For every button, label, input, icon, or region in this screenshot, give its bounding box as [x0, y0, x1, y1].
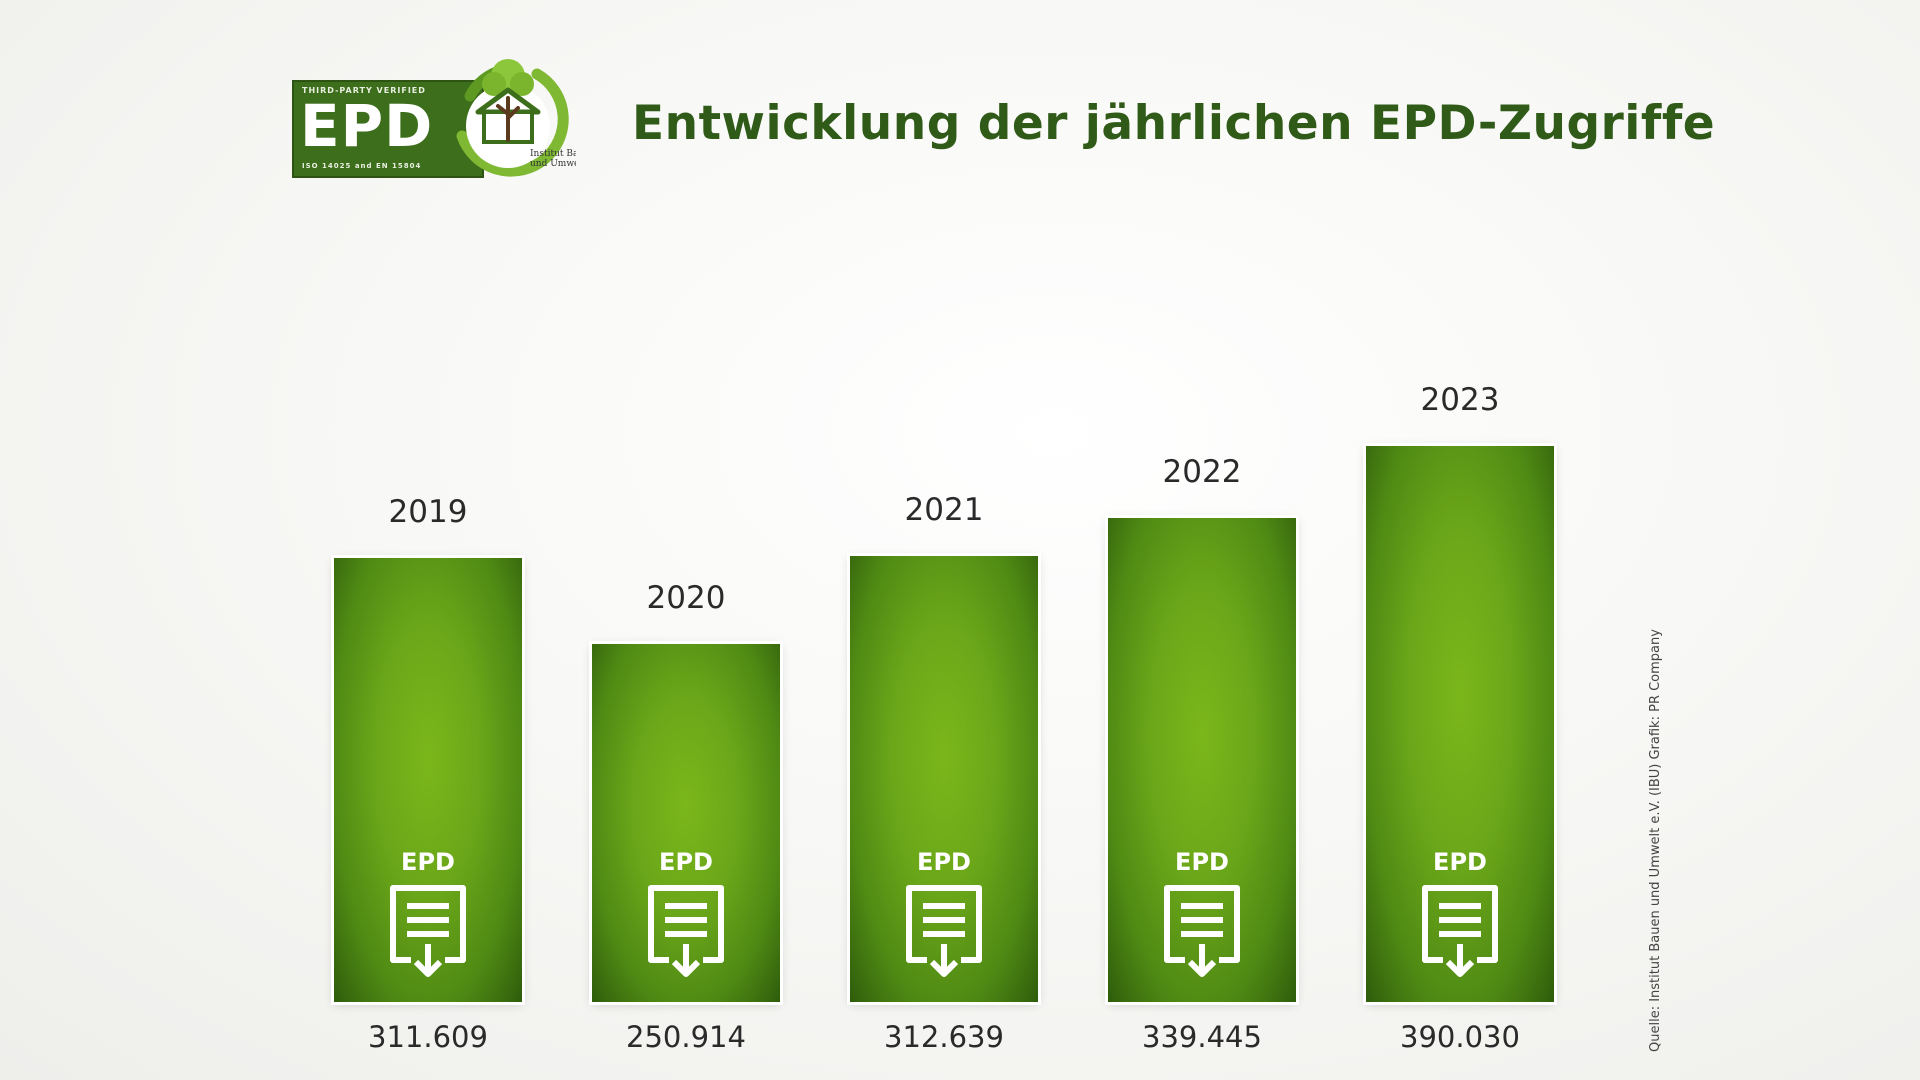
bar-icon-group: EPD: [334, 848, 522, 980]
seal-text-2: und Umwelt e.V.: [530, 159, 576, 169]
bar-value-label: 311.609: [368, 1020, 488, 1054]
download-document-icon: [1164, 885, 1240, 977]
bar-2021: EPD: [850, 556, 1038, 1002]
epd-logo: THIRD-PARTY VERIFIED EPD ISO 14025 and E…: [292, 56, 576, 188]
bar-year-label: 2022: [1162, 454, 1242, 490]
logo-main-text: EPD: [300, 92, 434, 160]
bar-icon-group: EPD: [850, 848, 1038, 980]
seal-text-1: Institut Bauen: [530, 149, 576, 159]
chart-title: Entwicklung der jährlichen EPD-Zugriffe: [632, 96, 1716, 151]
bar-value-label: 312.639: [884, 1020, 1004, 1054]
bar-2022: EPD: [1108, 518, 1296, 1002]
epd-logo-box: THIRD-PARTY VERIFIED EPD ISO 14025 and E…: [292, 80, 484, 178]
tree-house-icon: Institut Bauen und Umwelt e.V.: [456, 59, 576, 177]
bar-year-label: 2019: [388, 494, 468, 530]
bar-icon-label: EPD: [917, 848, 971, 876]
bar-2020: EPD: [592, 644, 780, 1002]
bar-icon-label: EPD: [401, 848, 455, 876]
bar-year-label: 2020: [646, 580, 726, 616]
logo-bottom-text: ISO 14025 and EN 15804: [302, 162, 422, 170]
bar-icon-group: EPD: [592, 848, 780, 980]
bar-year-label: 2023: [1420, 382, 1500, 418]
bar-icon-label: EPD: [1433, 848, 1487, 876]
bar-value-label: 339.445: [1142, 1020, 1262, 1054]
bar-2019: EPD: [334, 558, 522, 1002]
bar-icon-label: EPD: [1175, 848, 1229, 876]
bar-value-label: 390.030: [1400, 1020, 1520, 1054]
bar-icon-group: EPD: [1108, 848, 1296, 980]
download-document-icon: [906, 885, 982, 977]
bar-year-label: 2021: [904, 492, 984, 528]
logo-top-text: THIRD-PARTY VERIFIED: [302, 86, 426, 95]
bar-icon-group: EPD: [1366, 848, 1554, 980]
source-note: Quelle: Institut Bauen und Umwelt e.V. (…: [1648, 629, 1663, 1052]
download-document-icon: [390, 885, 466, 977]
download-document-icon: [1422, 885, 1498, 977]
bar-icon-label: EPD: [659, 848, 713, 876]
bar-2023: EPD: [1366, 446, 1554, 1002]
bar-value-label: 250.914: [626, 1020, 746, 1054]
download-document-icon: [648, 885, 724, 977]
